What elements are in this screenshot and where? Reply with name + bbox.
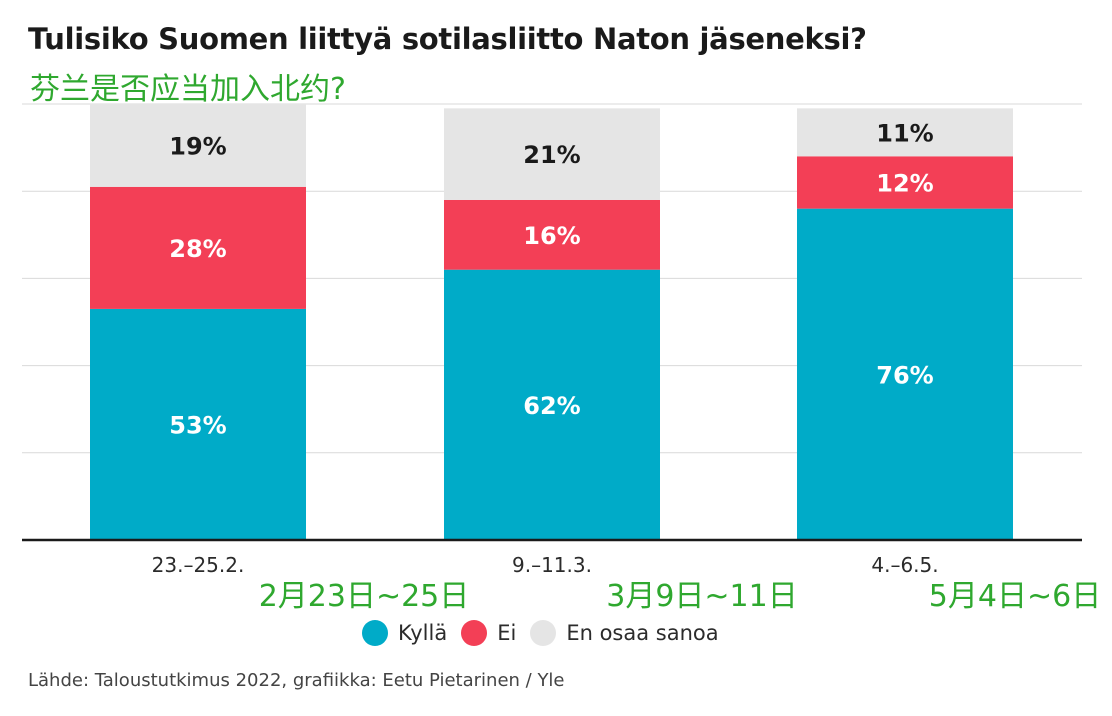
data-label-kylla: 53% bbox=[169, 411, 226, 439]
data-label-en-osaa-sanoa: 21% bbox=[523, 141, 580, 169]
bar-segment-kylla bbox=[90, 308, 306, 540]
bar-segment-ei bbox=[90, 186, 306, 309]
legend-swatch-kylla-icon bbox=[362, 620, 388, 646]
bar-segment-kylla bbox=[797, 208, 1013, 540]
data-label-en-osaa-sanoa: 19% bbox=[169, 132, 226, 160]
data-label-kylla: 62% bbox=[523, 392, 580, 420]
chart-legend: Kyllä Ei En osaa sanoa bbox=[362, 620, 733, 646]
data-label-ei: 12% bbox=[876, 169, 933, 197]
legend-swatch-en-osaa-sanoa-icon bbox=[530, 620, 557, 646]
chart-title: Tulisiko Suomen liittyä sotilasliitto Na… bbox=[28, 22, 867, 56]
bar-segment-ei bbox=[444, 199, 660, 270]
stacked-bar-chart: 53% 28% 19% 23.–25.2. 2月23日~25日 62% 16% 21% 9.–1… bbox=[22, 103, 1101, 614]
legend-item-ei: Ei bbox=[461, 620, 516, 646]
bar-segment-en-osaa-sanoa bbox=[797, 108, 1013, 157]
x-tick-annotation-chinese: 5月4日~6日 bbox=[929, 579, 1101, 614]
legend-item-kylla: Kyllä bbox=[362, 620, 447, 646]
bar-segment-en-osaa-sanoa bbox=[444, 108, 660, 200]
legend-label-kylla: Kyllä bbox=[398, 621, 448, 645]
legend-swatch-ei-icon bbox=[461, 620, 488, 646]
legend-label-ei: Ei bbox=[497, 621, 517, 645]
legend-label-en-osaa-sanoa: En osaa sanoa bbox=[566, 621, 719, 645]
bar-segment-ei bbox=[797, 156, 1013, 209]
x-tick-label: 9.–11.3. bbox=[512, 553, 592, 577]
x-tick-label: 23.–25.2. bbox=[152, 553, 245, 577]
data-label-en-osaa-sanoa: 11% bbox=[876, 119, 933, 147]
x-tick-annotation-chinese: 3月9日~11日 bbox=[606, 579, 797, 614]
source-credit: Lähde: Taloustutkimus 2022, grafiikka: E… bbox=[28, 670, 565, 691]
bar-segment-en-osaa-sanoa bbox=[90, 104, 306, 187]
x-tick-label: 4.–6.5. bbox=[871, 553, 938, 577]
x-tick-annotation-chinese: 2月23日~25日 bbox=[259, 579, 470, 614]
data-label-ei: 28% bbox=[169, 235, 226, 263]
legend-item-en-osaa-sanoa: En osaa sanoa bbox=[530, 620, 719, 646]
chart-subtitle-chinese: 芬兰是否应当加入北约? bbox=[30, 72, 346, 107]
data-label-ei: 16% bbox=[523, 222, 580, 250]
data-label-kylla: 76% bbox=[876, 361, 933, 389]
bar-segment-kylla bbox=[444, 269, 660, 540]
